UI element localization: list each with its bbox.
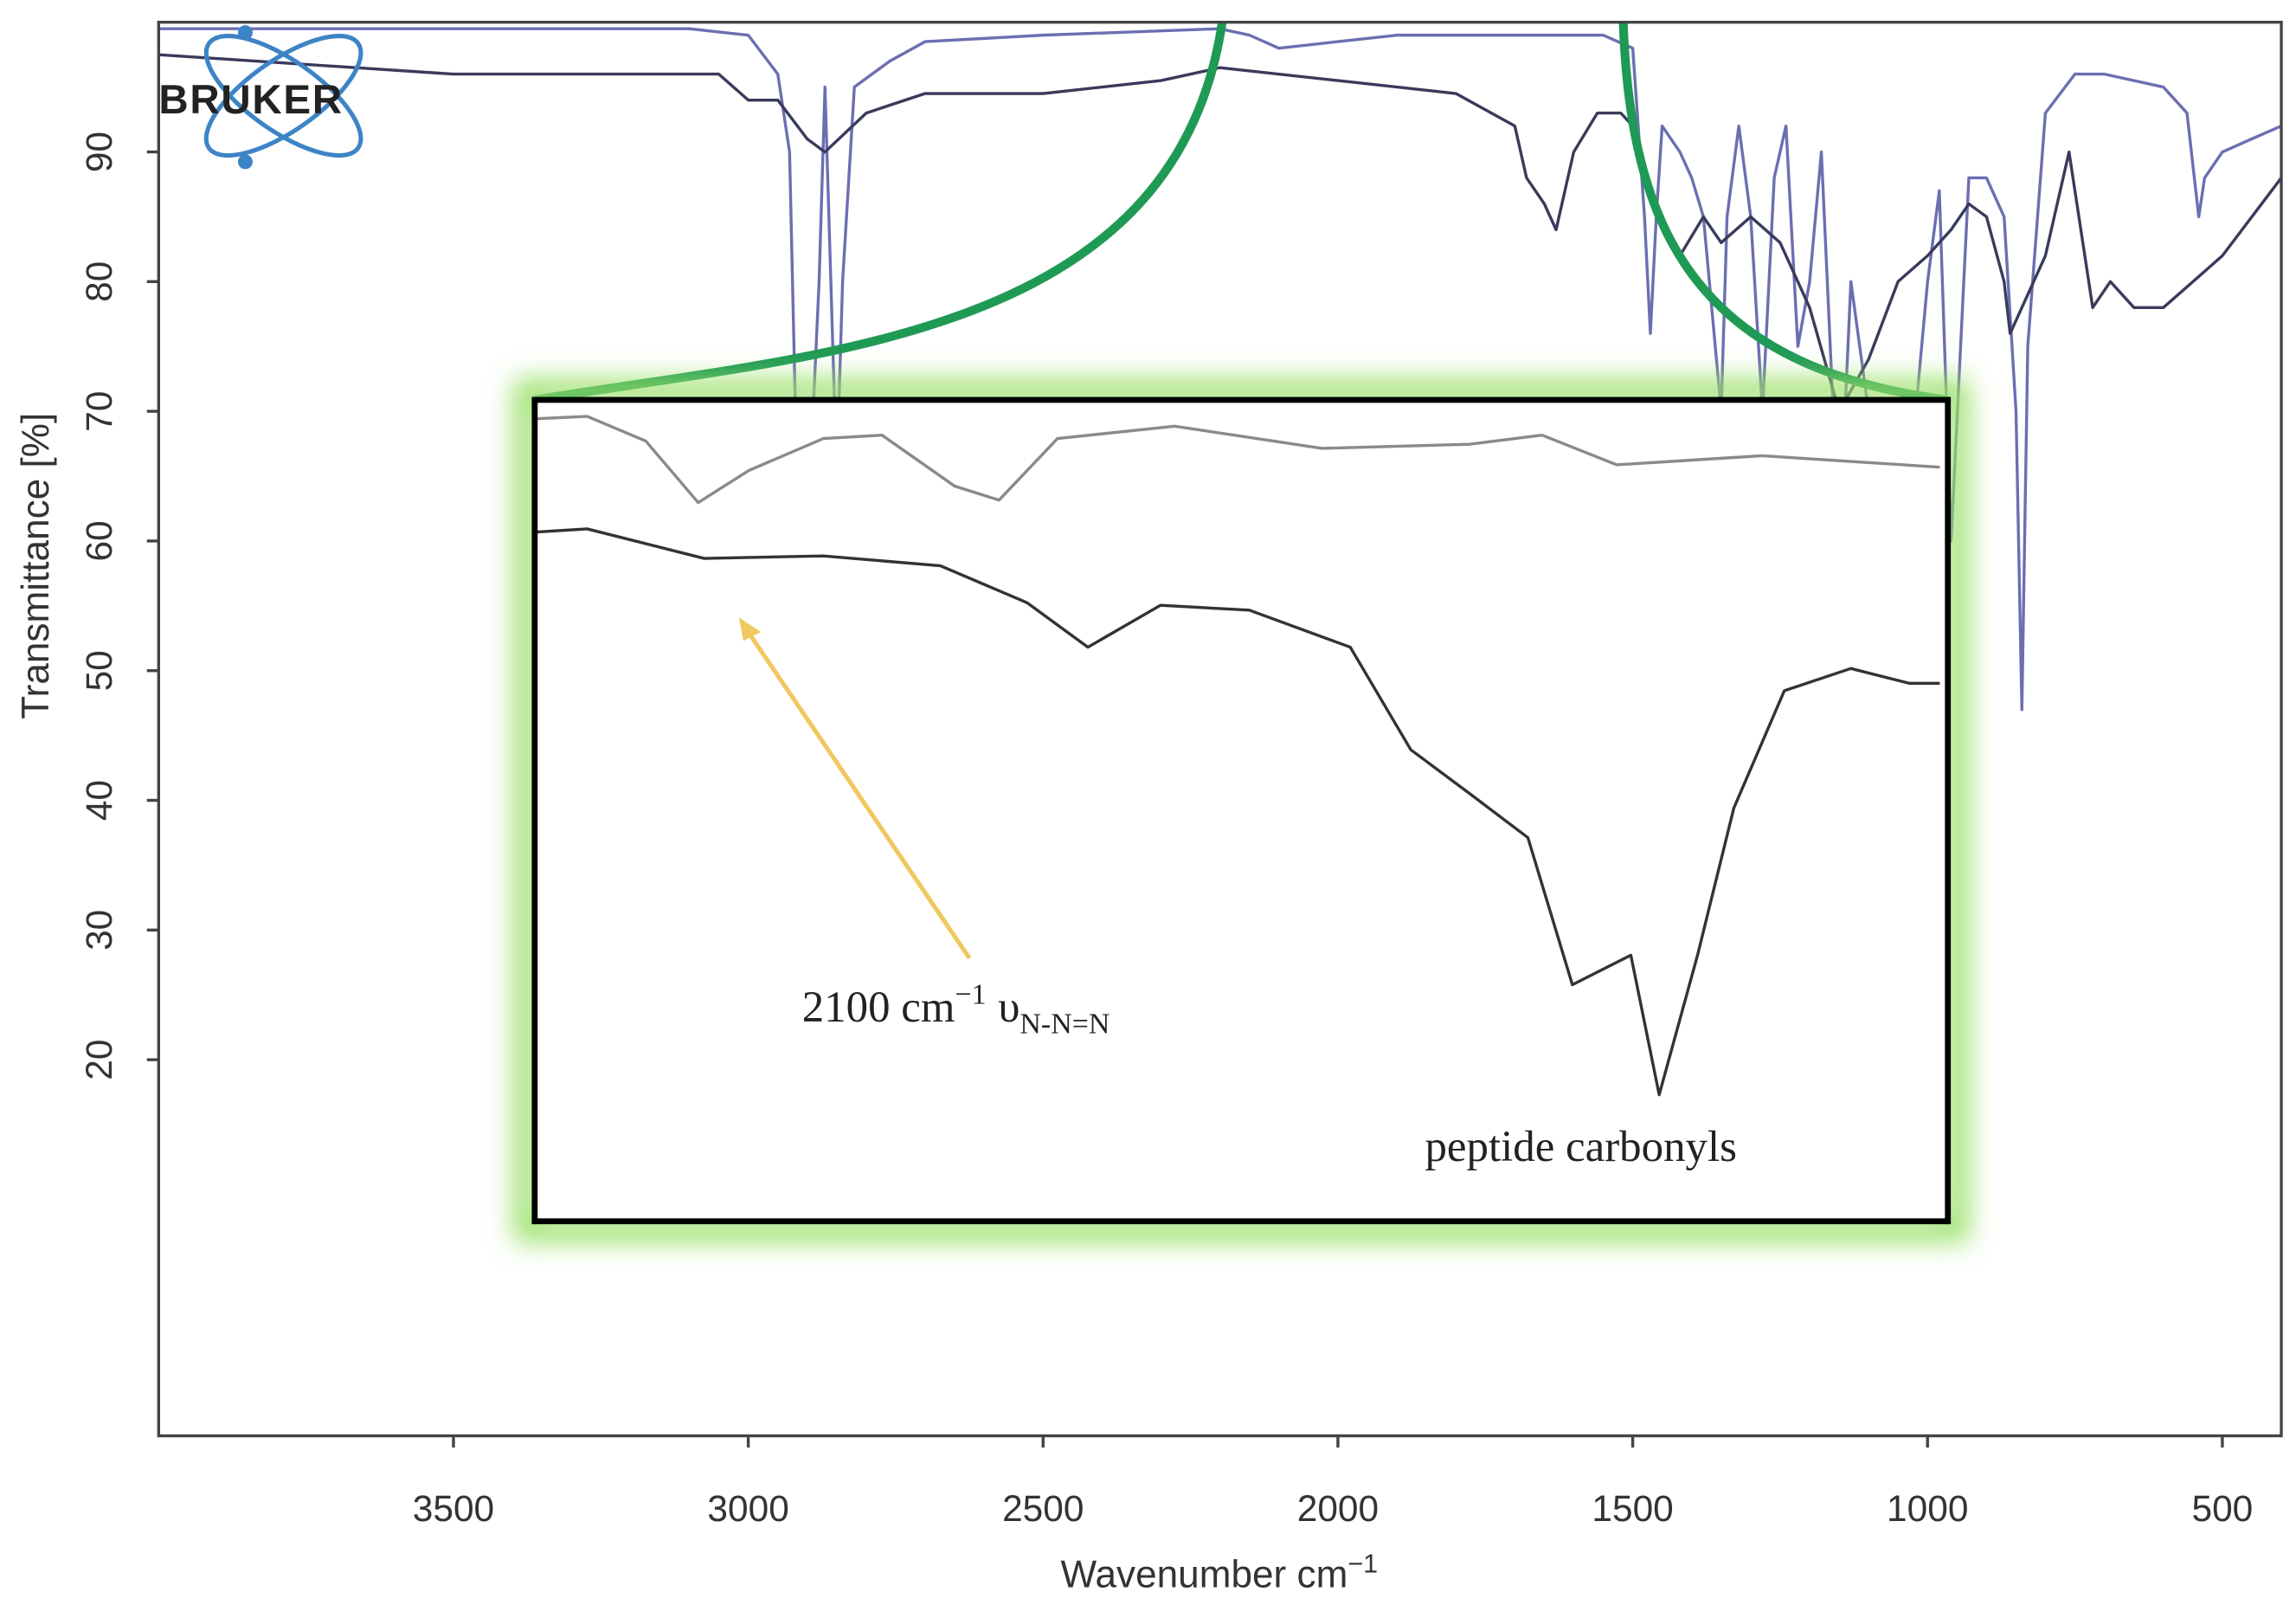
x-label-sup: −1 xyxy=(1347,1549,1378,1578)
spectrum-line xyxy=(534,527,1940,1097)
y-axis-label: Transmittance [%] xyxy=(15,413,57,719)
inset-frame xyxy=(531,396,1952,1225)
inset-background xyxy=(534,399,1948,1221)
x-tick-label: 2000 xyxy=(1297,1488,1379,1529)
spectrum-line xyxy=(534,415,1940,505)
annotation-symbol: υ xyxy=(998,983,1019,1032)
inset-plot xyxy=(534,415,1940,1097)
x-tick-label: 3000 xyxy=(707,1488,788,1529)
annotation-arrow xyxy=(744,628,972,960)
inset-glow xyxy=(514,379,1969,1242)
spectrum-line xyxy=(158,27,2282,712)
zoom-line xyxy=(1618,22,1949,404)
zoom-line xyxy=(534,21,1227,404)
annotation: 2100 cm−1 υN-N=N xyxy=(802,979,1110,1041)
logo-text: BRUKER xyxy=(158,77,343,123)
y-tick-label: 70 xyxy=(79,391,119,432)
x-tick-label: 1500 xyxy=(1592,1488,1673,1529)
main-plot: 3500 3000 2500 2000 1500 1000 500 20 30 40 50 60 70 8… xyxy=(79,27,2283,1529)
logo: BRUKER xyxy=(158,25,363,170)
x-axis-label: Wavenumber cm−1 xyxy=(1060,1549,1378,1595)
annotation-arrowhead xyxy=(738,617,762,641)
x-tick-label: 3500 xyxy=(413,1488,494,1529)
y-tick-label: 60 xyxy=(79,520,119,561)
spectrum-line xyxy=(158,53,2283,413)
y-tick-label: 30 xyxy=(79,910,119,951)
annotation-sub: N-N=N xyxy=(1019,1008,1109,1040)
y-tick-label: 40 xyxy=(79,780,119,821)
y-tick-label: 80 xyxy=(79,261,119,302)
annotation-text: 2100 cm xyxy=(802,983,955,1032)
y-tick-label: 50 xyxy=(79,650,119,691)
y-tick-label: 20 xyxy=(79,1040,119,1080)
x-tick-label: 2500 xyxy=(1002,1488,1084,1529)
y-tick-label: 90 xyxy=(79,132,119,172)
x-label-text: Wavenumber cm xyxy=(1060,1553,1347,1595)
annotation-sup: −1 xyxy=(955,979,987,1011)
plot-frame xyxy=(157,20,2283,1438)
x-tick-label: 500 xyxy=(2192,1488,2254,1529)
inset-label: peptide carbonyls xyxy=(1425,1123,1736,1171)
x-tick-label: 1000 xyxy=(1887,1488,1968,1529)
